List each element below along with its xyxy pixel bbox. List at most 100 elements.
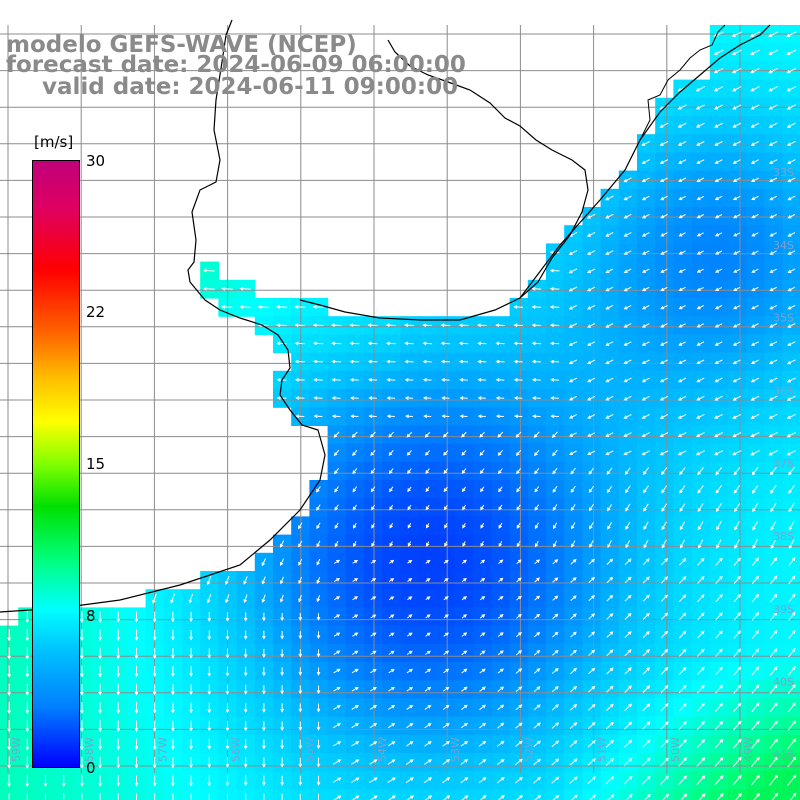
wind-arrow bbox=[643, 539, 649, 549]
wind-arrow bbox=[404, 341, 414, 346]
wind-arrow bbox=[769, 214, 777, 219]
wind-arrow bbox=[243, 739, 248, 750]
wind-arrow bbox=[25, 720, 30, 733]
wind-arrow bbox=[552, 559, 559, 565]
wind-arrow bbox=[171, 666, 175, 678]
wind-arrow bbox=[569, 703, 578, 711]
wind-arrow bbox=[81, 793, 83, 800]
wind-arrow bbox=[623, 395, 632, 401]
wind-arrow bbox=[641, 341, 650, 346]
wind-arrow bbox=[515, 449, 522, 457]
wind-arrow bbox=[442, 759, 451, 765]
wind-arrow bbox=[678, 232, 686, 237]
wind-arrow bbox=[769, 250, 777, 255]
wind-arrow bbox=[678, 666, 687, 675]
wind-arrow bbox=[568, 395, 577, 401]
wind-arrow bbox=[441, 396, 450, 400]
wind-arrow bbox=[696, 268, 704, 273]
wind-arrow bbox=[771, 792, 779, 800]
wind-arrow bbox=[586, 268, 596, 274]
wind-cell bbox=[327, 789, 347, 800]
wind-arrow bbox=[660, 594, 669, 602]
wind-arrow bbox=[587, 740, 596, 748]
wind-arrow bbox=[624, 667, 632, 675]
wind-arrow bbox=[171, 775, 175, 787]
wind-arrow bbox=[333, 559, 341, 564]
wind-arrow bbox=[659, 359, 668, 364]
wind-arrow bbox=[732, 86, 742, 92]
wind-arrow bbox=[479, 632, 486, 637]
wind-arrow bbox=[696, 305, 705, 310]
wind-arrow bbox=[642, 757, 651, 767]
wind-arrow bbox=[750, 104, 760, 110]
wind-arrow bbox=[769, 756, 779, 768]
wind-arrow bbox=[316, 631, 321, 640]
wind-arrow bbox=[516, 522, 521, 529]
wind-arrow bbox=[443, 614, 449, 619]
wind-arrow bbox=[516, 486, 521, 493]
wind-arrow bbox=[534, 631, 541, 638]
wind-arrow bbox=[295, 396, 305, 400]
wind-arrow bbox=[625, 503, 631, 512]
wind-arrow bbox=[479, 668, 486, 674]
wind-arrow bbox=[588, 631, 596, 638]
wind-arrow bbox=[276, 323, 288, 328]
wind-arrow bbox=[316, 595, 321, 603]
wind-arrow bbox=[171, 629, 175, 641]
wind-arrow bbox=[549, 323, 560, 328]
wind-arrow bbox=[116, 756, 121, 769]
wind-arrow bbox=[80, 756, 84, 769]
wind-arrow bbox=[550, 341, 560, 346]
wind-arrow bbox=[533, 722, 541, 729]
wind-arrow bbox=[386, 414, 395, 419]
wind-arrow bbox=[25, 665, 30, 678]
wind-arrow bbox=[225, 775, 230, 787]
wind-arrow bbox=[623, 195, 632, 201]
wind-arrow bbox=[170, 593, 175, 604]
wind-arrow bbox=[786, 140, 796, 146]
wind-arrow bbox=[7, 756, 11, 769]
wind-arrow bbox=[441, 414, 450, 419]
wind-arrow bbox=[660, 195, 668, 201]
wind-arrow bbox=[750, 86, 760, 92]
wind-arrow bbox=[262, 667, 266, 677]
wind-arrow bbox=[696, 739, 706, 749]
wind-arrow bbox=[262, 703, 266, 713]
wind-arrow bbox=[534, 467, 540, 475]
wind-arrow bbox=[7, 701, 11, 715]
wind-arrow bbox=[714, 122, 723, 128]
wind-arrow bbox=[116, 611, 121, 623]
wind-arrow bbox=[679, 503, 686, 512]
wind-arrow bbox=[351, 431, 358, 438]
wind-arrow bbox=[298, 594, 302, 603]
wind-arrow bbox=[387, 777, 396, 784]
wind-arrow bbox=[732, 122, 742, 128]
wind-arrow bbox=[623, 450, 632, 456]
wind-arrow bbox=[641, 286, 650, 292]
wind-arrow bbox=[733, 702, 742, 712]
wind-arrow bbox=[479, 686, 486, 692]
wind-cell bbox=[491, 789, 511, 800]
wind-arrow bbox=[606, 667, 614, 675]
wind-arrow bbox=[750, 413, 760, 419]
wind-arrow bbox=[189, 775, 193, 787]
wind-arrow bbox=[715, 648, 723, 657]
wind-arrow bbox=[461, 450, 467, 456]
wind-arrow bbox=[534, 504, 540, 511]
wind-arrow bbox=[331, 396, 341, 400]
wind-arrow bbox=[678, 648, 687, 657]
wind-arrow bbox=[25, 774, 30, 787]
wind-arrow bbox=[462, 541, 466, 547]
wind-arrow bbox=[152, 775, 157, 787]
wind-arrow bbox=[262, 648, 266, 658]
wind-arrow bbox=[262, 612, 266, 622]
wind-arrow bbox=[587, 432, 596, 437]
wind-arrow bbox=[261, 558, 266, 567]
wind-arrow bbox=[786, 413, 796, 419]
wind-arrow bbox=[26, 792, 28, 800]
wind-cell bbox=[564, 789, 583, 800]
wind-arrow bbox=[589, 540, 594, 548]
wind-arrow bbox=[605, 395, 614, 401]
wind-arrow bbox=[662, 793, 670, 800]
wind-arrow bbox=[443, 578, 449, 582]
